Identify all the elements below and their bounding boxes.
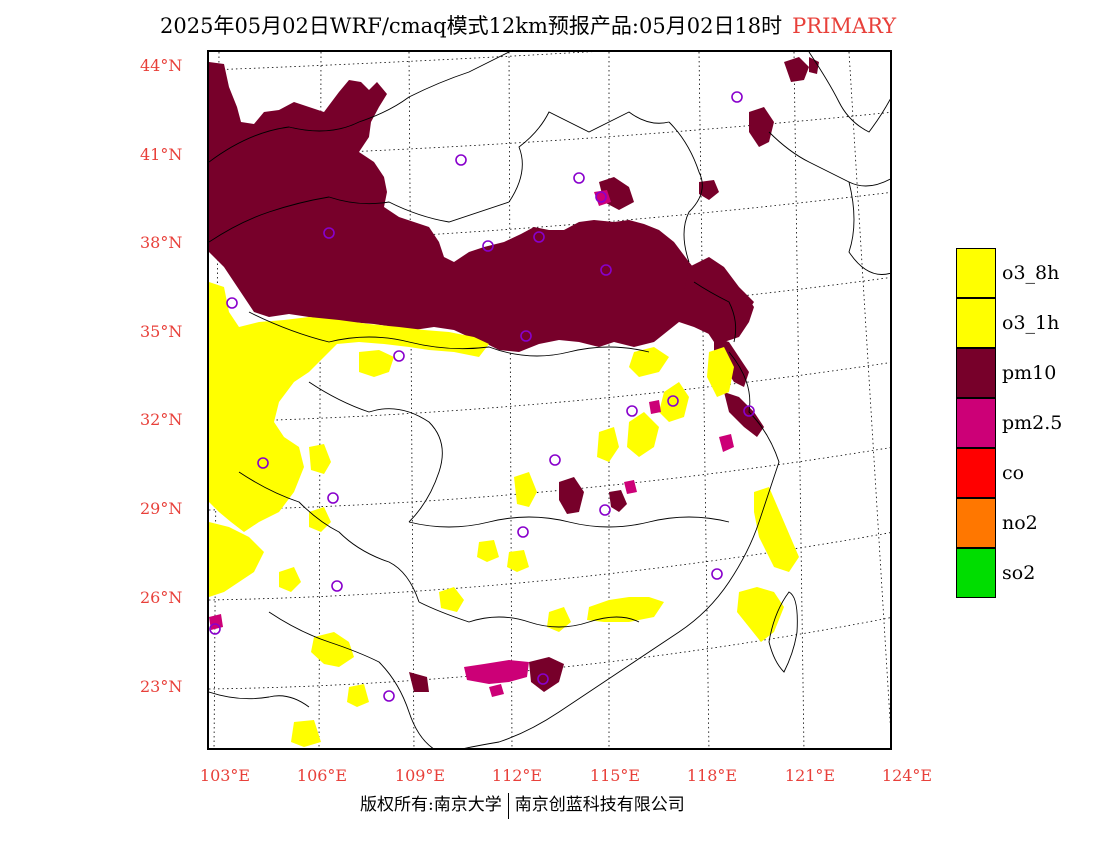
footer-divider <box>507 792 509 819</box>
legend-swatch-co <box>956 448 996 498</box>
legend-swatch-o3-8h <box>956 248 996 298</box>
legend-swatch-pm2-5 <box>956 398 996 448</box>
legend-swatch-o3-1h <box>956 298 996 348</box>
legend-item-pm2-5: pm2.5 <box>956 398 1096 448</box>
legend-item-so2: so2 <box>956 548 1096 598</box>
legend-label-co: co <box>1002 462 1025 484</box>
legend-label-o3-8h: o3_8h <box>1002 262 1060 284</box>
lon-label-109: 109°E <box>394 766 446 785</box>
forecast-map <box>207 50 892 750</box>
legend-swatch-no2 <box>956 498 996 548</box>
legend-item-pm10: pm10 <box>956 348 1096 398</box>
lon-label-121: 121°E <box>784 766 836 785</box>
map-title: 2025年05月02日WRF/cmaq模式12km预报产品:05月02日18时 P… <box>160 10 1000 42</box>
legend-item-o3-1h: o3_1h <box>956 298 1096 348</box>
lat-label-44: 44°N <box>140 56 183 75</box>
lon-label-103: 103°E <box>199 766 251 785</box>
legend-item-o3-8h: o3_8h <box>956 248 1096 298</box>
boundaries <box>209 52 890 748</box>
lon-label-115: 115°E <box>589 766 641 785</box>
copyright-left: 版权所有:南京大学 <box>360 795 502 815</box>
legend-label-o3-1h: o3_1h <box>1002 312 1060 334</box>
lon-label-112: 112°E <box>491 766 543 785</box>
copyright-footer: 版权所有:南京大学 南京创蓝科技有限公司 <box>360 790 685 819</box>
lat-label-35: 35°N <box>140 322 183 341</box>
legend-swatch-pm10 <box>956 348 996 398</box>
forecast-map-canvas <box>209 52 890 748</box>
legend-label-so2: so2 <box>1002 562 1036 584</box>
lat-label-23: 23°N <box>140 677 183 696</box>
pm10-area <box>209 57 819 692</box>
copyright-right: 南京创蓝科技有限公司 <box>514 795 685 815</box>
pm25-areas <box>209 190 734 697</box>
lat-label-32: 32°N <box>140 410 183 429</box>
station-markers <box>209 91 755 702</box>
legend-item-no2: no2 <box>956 498 1096 548</box>
legend-item-co: co <box>956 448 1096 498</box>
lon-label-106: 106°E <box>296 766 348 785</box>
map-title-main: 2025年05月02日WRF/cmaq模式12km预报产品:05月02日18时 <box>160 14 783 38</box>
legend-swatch-so2 <box>956 548 996 598</box>
legend-label-no2: no2 <box>1002 512 1038 534</box>
lon-label-124: 124°E <box>881 766 933 785</box>
lon-label-118: 118°E <box>686 766 738 785</box>
lat-label-29: 29°N <box>140 499 183 518</box>
legend-label-pm10: pm10 <box>1002 362 1057 384</box>
lat-label-26: 26°N <box>140 588 183 607</box>
lat-label-38: 38°N <box>140 233 183 252</box>
legend-label-pm2-5: pm2.5 <box>1002 412 1063 434</box>
lat-label-41: 41°N <box>140 145 183 164</box>
map-title-tag: PRIMARY <box>792 14 897 38</box>
